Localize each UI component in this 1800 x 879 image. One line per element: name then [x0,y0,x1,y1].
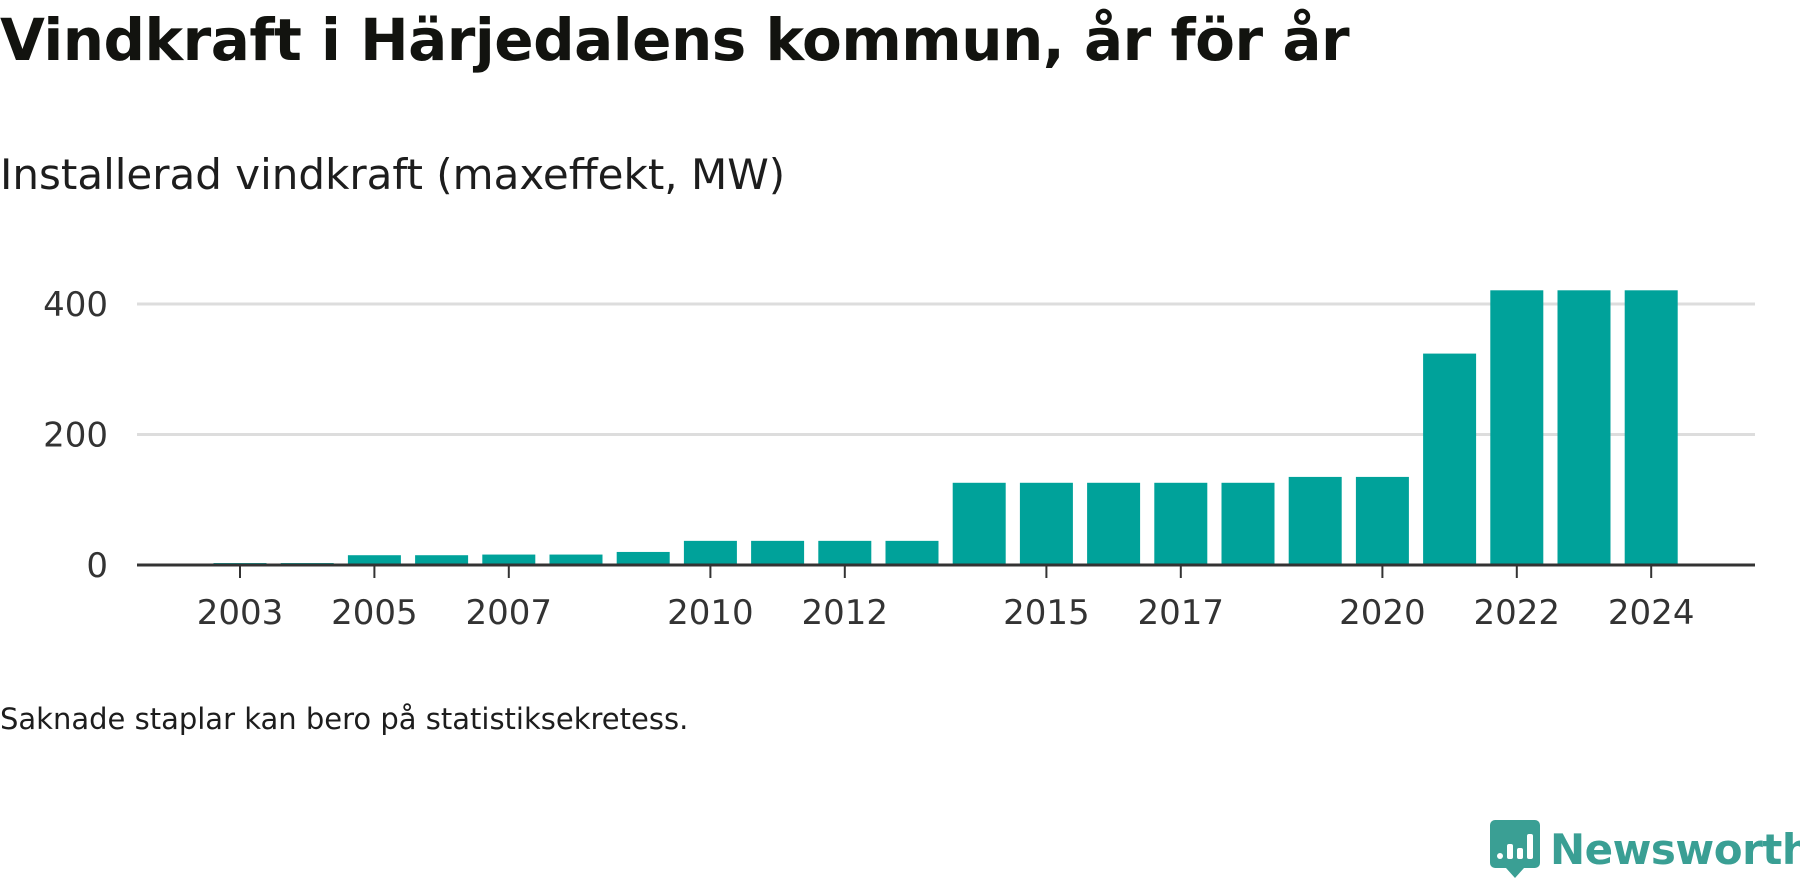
bar-2020 [1355,476,1409,565]
x-tick-label-2007: 2007 [466,593,553,633]
bar-chart: 0 200 400 2003 2005 2007 2010 2012 2015 2017 2020… [43,285,1755,633]
x-tick-label-2003: 2003 [197,593,284,633]
x-tick-label-2012: 2012 [802,593,889,633]
chart-title: Vindkraft i Härjedalens kommun, år för å… [0,6,1350,74]
bar-2023 [1557,290,1611,565]
x-tick-label-2015: 2015 [1003,593,1090,633]
bar-2013 [885,540,939,565]
y-tick-label-400: 400 [43,285,108,325]
bar-2009 [616,551,670,565]
bar-2021 [1423,353,1477,565]
x-tick-label-2017: 2017 [1138,593,1225,633]
x-tick-label-2005: 2005 [331,593,418,633]
y-tick-label-200: 200 [43,416,108,456]
y-axis-labels: 0 200 400 [43,285,108,586]
bar-2018 [1221,482,1275,565]
footnote: Saknade staplar kan bero på statistiksek… [0,702,689,736]
bars [213,290,1678,565]
bar-2008 [549,554,603,565]
bar-2016 [1087,482,1141,565]
bar-2011 [751,540,805,565]
bar-2006 [415,555,469,565]
x-tick-label-2022: 2022 [1474,593,1561,633]
brand-name: Newsworthy [1550,824,1800,874]
bar-2014 [952,482,1006,565]
bar-2007 [482,554,536,565]
x-tick-label-2020: 2020 [1339,593,1426,633]
x-tick-label-2024: 2024 [1608,593,1695,633]
bar-2015 [1019,482,1073,565]
bar-2017 [1154,482,1208,565]
bar-2010 [683,540,737,565]
chart-subtitle: Installerad vindkraft (maxeffekt, MW) [0,150,786,199]
newsworthy-logo-icon [1490,820,1540,878]
bar-2019 [1288,476,1342,565]
y-tick-label-0: 0 [86,546,108,586]
x-tick-label-2010: 2010 [667,593,754,633]
brand-logo: Newsworthy [1490,820,1800,878]
x-axis-labels: 2003 2005 2007 2010 2012 2015 2017 2020 2022 2024 [197,593,1695,633]
bar-2024 [1624,290,1678,565]
bar-2022 [1490,290,1544,565]
grid-lines [137,302,1755,436]
bar-2012 [818,540,872,565]
bar-2005 [347,555,401,565]
x-axis [137,563,1755,578]
